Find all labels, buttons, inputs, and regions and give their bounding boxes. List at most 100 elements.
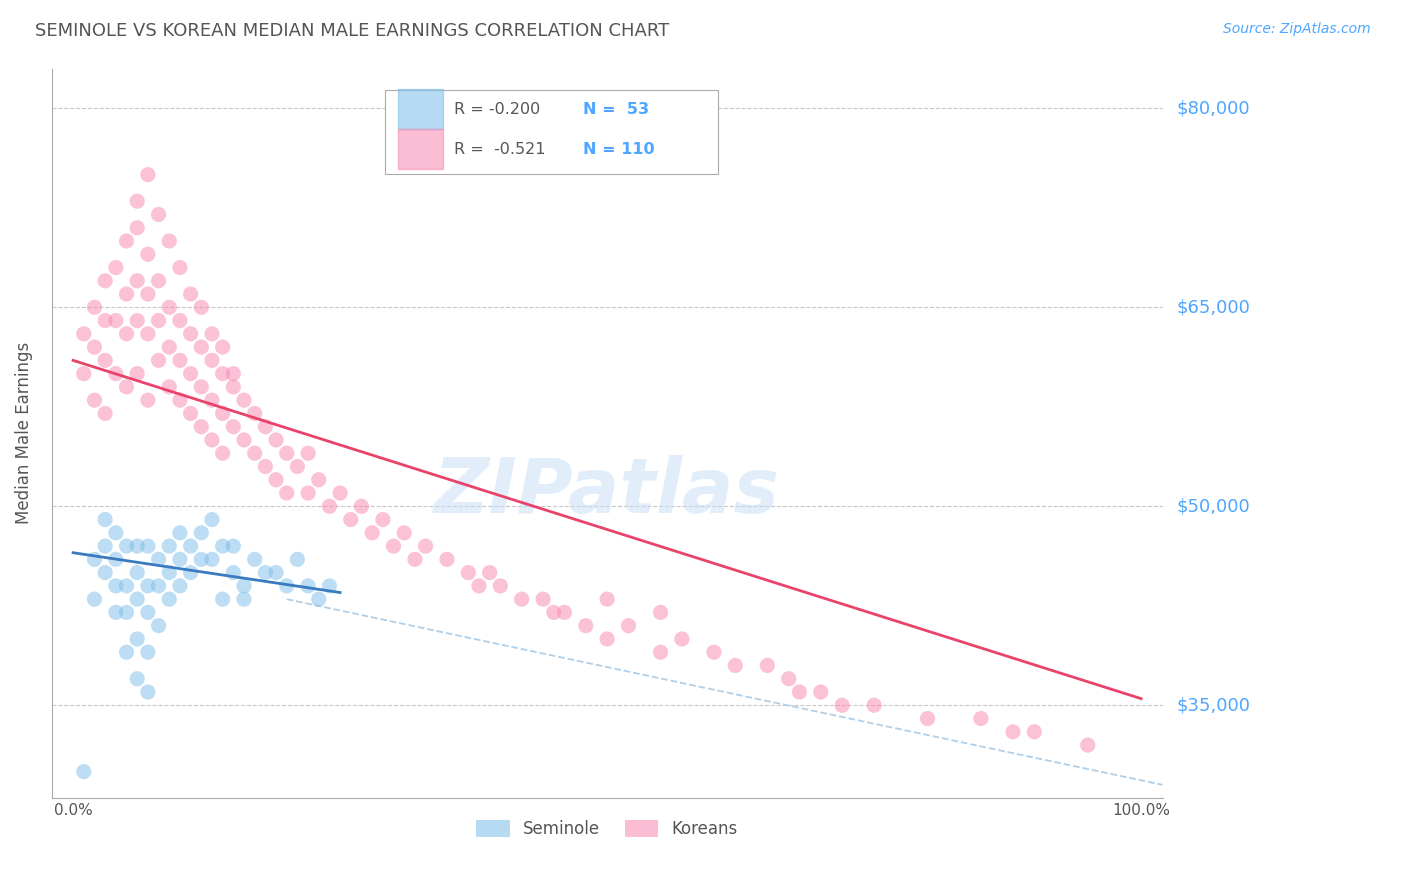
Point [287,552,309,566]
Point [468,579,491,593]
Point [169,552,191,566]
Point [243,552,266,566]
Point [970,712,993,726]
Point [127,313,149,327]
Text: $35,000: $35,000 [1177,697,1250,714]
Point [489,579,512,593]
Point [180,287,202,301]
Point [148,579,170,593]
Point [863,698,886,713]
Point [233,393,256,408]
Point [73,764,96,779]
Point [457,566,479,580]
Point [778,672,800,686]
Point [136,168,159,182]
Point [222,367,245,381]
Point [136,287,159,301]
Point [211,539,233,553]
Point [308,592,330,607]
Point [136,247,159,261]
Point [264,433,287,447]
Point [169,393,191,408]
Point [104,579,127,593]
Point [169,313,191,327]
Point [136,326,159,341]
Point [190,419,212,434]
Point [201,512,224,526]
Point [404,552,426,566]
Point [276,486,298,500]
Point [157,539,180,553]
Point [264,566,287,580]
Point [115,579,138,593]
Point [553,606,575,620]
Point [211,446,233,460]
Point [703,645,725,659]
Point [201,326,224,341]
Point [211,592,233,607]
Point [254,459,277,474]
Point [169,353,191,368]
FancyBboxPatch shape [398,129,443,169]
Point [222,566,245,580]
Point [510,592,533,607]
Point [382,539,405,553]
Point [104,606,127,620]
Point [340,512,363,526]
Point [233,579,256,593]
Point [1001,724,1024,739]
Point [136,645,159,659]
Point [243,446,266,460]
Point [543,606,565,620]
Point [157,592,180,607]
Text: Source: ZipAtlas.com: Source: ZipAtlas.com [1223,22,1371,37]
Point [254,419,277,434]
Point [478,566,501,580]
Point [180,326,202,341]
Point [73,367,96,381]
Point [83,552,105,566]
Point [157,566,180,580]
Point [1077,738,1099,752]
Point [617,618,640,632]
Point [650,606,672,620]
Point [104,525,127,540]
Point [276,579,298,593]
Point [115,380,138,394]
Point [94,406,117,420]
Point [115,606,138,620]
Point [148,274,170,288]
Point [148,618,170,632]
Point [531,592,554,607]
Text: N = 110: N = 110 [582,142,654,157]
Y-axis label: Median Male Earnings: Median Male Earnings [15,343,32,524]
Point [596,592,619,607]
Point [318,579,340,593]
Point [222,539,245,553]
Point [136,685,159,699]
Point [83,393,105,408]
Point [201,433,224,447]
Point [136,606,159,620]
Point [115,539,138,553]
Point [810,685,832,699]
Point [127,194,149,209]
Point [671,632,693,646]
Point [318,500,340,514]
Point [127,367,149,381]
Point [297,446,319,460]
Text: R =  -0.521: R = -0.521 [454,142,546,157]
Point [148,552,170,566]
Point [127,672,149,686]
Point [180,367,202,381]
Point [756,658,779,673]
Point [917,712,939,726]
Point [789,685,811,699]
Point [148,313,170,327]
Point [264,473,287,487]
Point [104,552,127,566]
Text: R = -0.200: R = -0.200 [454,102,540,117]
Point [724,658,747,673]
Point [201,552,224,566]
Point [180,406,202,420]
